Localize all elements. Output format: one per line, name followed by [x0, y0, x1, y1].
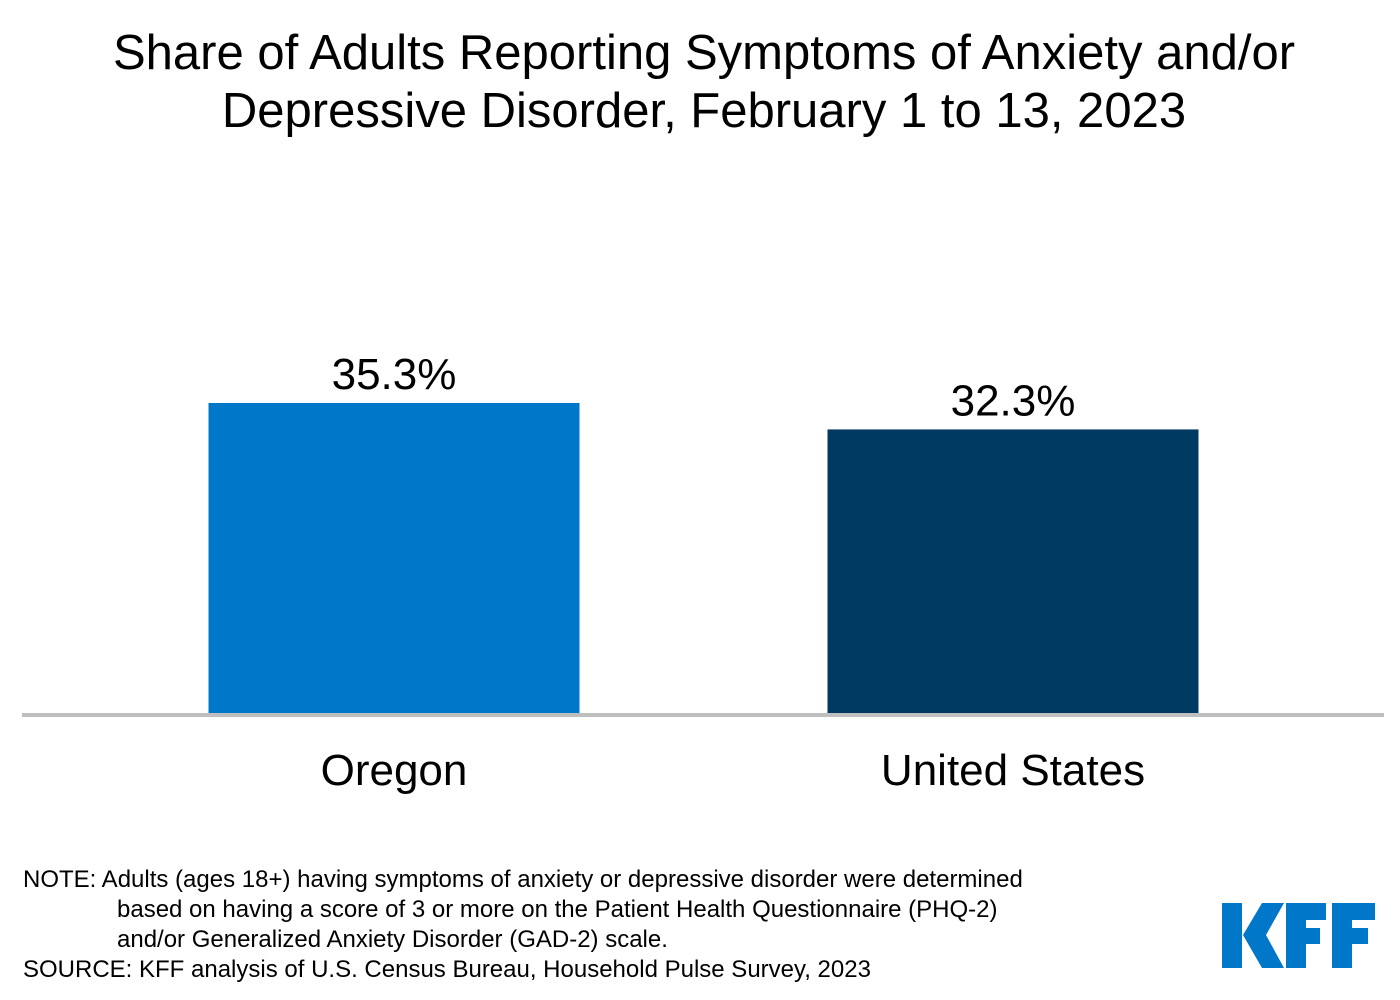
chart-title-line-2: Depressive Disorder, February 1 to 13, 2…	[221, 84, 1187, 138]
bar-united-states	[827, 429, 1199, 714]
bar-oregon	[208, 403, 580, 714]
source-line: SOURCE: KFF analysis of U.S. Census Bure…	[23, 956, 871, 983]
note-line-2: based on having a score of 3 or more on …	[117, 896, 998, 923]
bar-chart: 35.3% Oregon 32.3% United States	[22, 350, 1384, 795]
data-label: 35.3%	[332, 350, 457, 399]
category-label: United States	[881, 746, 1145, 795]
note-line-3: and/or Generalized Anxiety Disorder (GAD…	[117, 926, 668, 953]
note-line-1: NOTE: Adults (ages 18+) having symptoms …	[23, 866, 1023, 893]
category-label: Oregon	[321, 746, 468, 795]
chart-title: Share of Adults Reporting Symptoms of An…	[0, 24, 1400, 140]
chart-title-line-1: Share of Adults Reporting Symptoms of An…	[112, 26, 1296, 80]
kff-logo	[1222, 903, 1375, 968]
data-label: 32.3%	[951, 376, 1076, 425]
